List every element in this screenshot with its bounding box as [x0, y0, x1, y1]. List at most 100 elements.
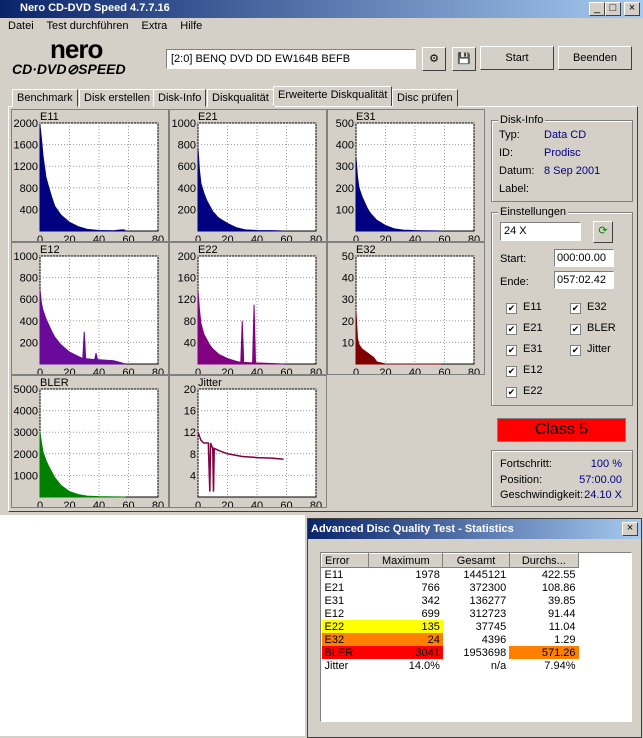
- maximize[interactable]: □: [605, 2, 621, 16]
- checkbox[interactable]: ✔ E31: [506, 343, 543, 356]
- checkbox[interactable]: ✔ E22: [506, 385, 543, 398]
- y-tick-label: 400: [336, 140, 354, 152]
- checkbox[interactable]: ✔ E21: [506, 322, 543, 335]
- start-input[interactable]: 000:00.00: [554, 249, 614, 267]
- stop-label: Beenden: [572, 52, 618, 64]
- x-tick-label: 0: [195, 234, 201, 241]
- menu-item[interactable]: Datei: [8, 20, 34, 32]
- stats-cell: 108.86: [541, 581, 576, 594]
- chart: 200 400 600 800 1000 0 20 40 60 80 E12: [11, 242, 169, 375]
- y-tick-label: 800: [178, 140, 196, 152]
- x-tick-label: 0: [353, 367, 359, 374]
- x-tick-label: 80: [310, 367, 322, 374]
- x-tick-label: 20: [221, 367, 233, 374]
- speed-select[interactable]: 24 X: [500, 222, 581, 241]
- y-tick-label: 500: [336, 118, 354, 130]
- x-tick-label: 0: [37, 500, 43, 507]
- checkbox[interactable]: ✔ E12: [506, 364, 543, 377]
- logo-top: nero: [50, 34, 103, 64]
- header-cell: Maximum: [368, 553, 444, 568]
- checkbox[interactable]: ✔ BLER: [570, 322, 616, 335]
- x-tick-label: 80: [468, 367, 480, 374]
- stats-list: Error Maximum Gesamt Durchs... E11 1978 144512…: [320, 552, 632, 722]
- device-select[interactable]: [2:0] BENQ DVD DD EW164B BEFB: [166, 49, 416, 69]
- progress-group: Fortschritt: 100 % Position: 57:00.00 Gesc…: [491, 450, 633, 507]
- stats-cell: 571.26: [509, 646, 579, 659]
- checkbox-label: E32: [587, 301, 607, 313]
- tab[interactable]: Disc prüfen: [392, 89, 458, 107]
- x-tick-label: 80: [152, 367, 164, 374]
- checkbox[interactable]: ✔ E11: [506, 301, 542, 314]
- info-value: Data CD: [544, 129, 587, 141]
- stats-cell: 372300: [469, 581, 507, 594]
- y-tick-label: 400: [20, 316, 38, 328]
- logo-bottom: CD·DVD⊘SPEED: [12, 61, 126, 77]
- close[interactable]: ×: [624, 2, 640, 16]
- stats-row: BLER 3041 1953698 571.26: [321, 646, 579, 659]
- y-tick-label: 2000: [14, 449, 38, 461]
- tab[interactable]: Benchmark: [12, 89, 78, 107]
- start-button[interactable]: Start: [480, 46, 554, 70]
- info-label: Label:: [499, 183, 529, 195]
- refresh-button[interactable]: ⚙: [422, 47, 446, 71]
- stats-row: Jitter 14.0% n/a 7.94%: [322, 659, 579, 672]
- x-tick-label: 20: [221, 234, 233, 241]
- x-tick-label: 40: [93, 500, 105, 507]
- tab[interactable]: Diskqualität: [207, 89, 274, 107]
- stats-cell: E31: [324, 594, 345, 607]
- tab-active[interactable]: Erweiterte Diskqualität: [273, 86, 393, 106]
- y-tick-label: 8: [190, 449, 196, 461]
- checkbox[interactable]: ✔ Jitter: [570, 343, 611, 356]
- y-tick-label: 1600: [14, 140, 38, 152]
- checkbox-label: Jitter: [587, 343, 611, 355]
- menu-item[interactable]: Test durchführen: [46, 20, 129, 32]
- progress-value: 24.10 X: [584, 489, 622, 501]
- y-tick-label: 50: [342, 251, 354, 263]
- group-title: Disk-Info: [498, 114, 546, 126]
- x-tick-label: 60: [122, 234, 134, 241]
- stats-cell: 136277: [469, 594, 507, 607]
- y-tick-label: 160: [178, 273, 196, 285]
- y-tick-label: 200: [336, 183, 354, 195]
- header-cell: Gesamt: [442, 553, 510, 568]
- menu-item[interactable]: Extra: [141, 20, 168, 32]
- checkbox[interactable]: ✔ E32: [570, 301, 607, 314]
- chart: 10 20 30 40 50 0 20 40 60 80 E32: [327, 242, 485, 375]
- x-tick-label: 80: [152, 234, 164, 241]
- checkbox-label: E12: [523, 364, 543, 376]
- stats-cell: 11.04: [548, 620, 576, 633]
- x-tick-label: 60: [122, 367, 134, 374]
- checkbox-label: BLER: [587, 322, 616, 334]
- stats-cell: 1.29: [554, 633, 576, 646]
- end-input[interactable]: 057:02.42: [554, 271, 614, 289]
- x-tick-label: 40: [409, 234, 421, 241]
- x-tick-label: 80: [310, 234, 322, 241]
- speed-refresh[interactable]: ⟳: [593, 221, 613, 243]
- tab[interactable]: Disk erstellen: [79, 89, 156, 107]
- chart: 100 200 300 400 500 0 20 40 60 80 E31: [327, 109, 485, 242]
- y-tick-label: 16: [184, 406, 196, 418]
- x-tick-label: 20: [221, 500, 233, 507]
- x-tick-label: 20: [63, 367, 75, 374]
- info-label: Datum:: [499, 165, 535, 177]
- stats-cell: Jitter: [324, 659, 349, 672]
- stats-close[interactable]: ×: [622, 522, 638, 536]
- stats-cell: E12: [324, 607, 345, 620]
- menu-item[interactable]: Hilfe: [180, 20, 203, 32]
- x-tick-label: 40: [409, 367, 421, 374]
- y-tick-label: 40: [342, 273, 354, 285]
- chart-label: E21: [198, 111, 218, 123]
- stats-cell: 422.55: [541, 568, 576, 581]
- checkbox-label: E22: [523, 385, 543, 397]
- tab[interactable]: Disk-Info: [153, 89, 207, 107]
- chart: 4 8 12 16 20 0 20 40 60 80 Jitter: [169, 375, 327, 508]
- save-button[interactable]: 💾: [452, 47, 476, 71]
- window-title: Nero CD-DVD Speed 4.7.7.16: [20, 2, 170, 14]
- stats-cell: 1978: [415, 568, 440, 581]
- stop-button[interactable]: Beenden: [558, 46, 632, 70]
- stats-cell: E32: [321, 633, 369, 646]
- y-tick-label: 2000: [14, 118, 38, 130]
- minimize[interactable]: _: [589, 2, 605, 16]
- progress-label: Position:: [500, 474, 543, 486]
- stats-cell: BLER: [321, 646, 369, 659]
